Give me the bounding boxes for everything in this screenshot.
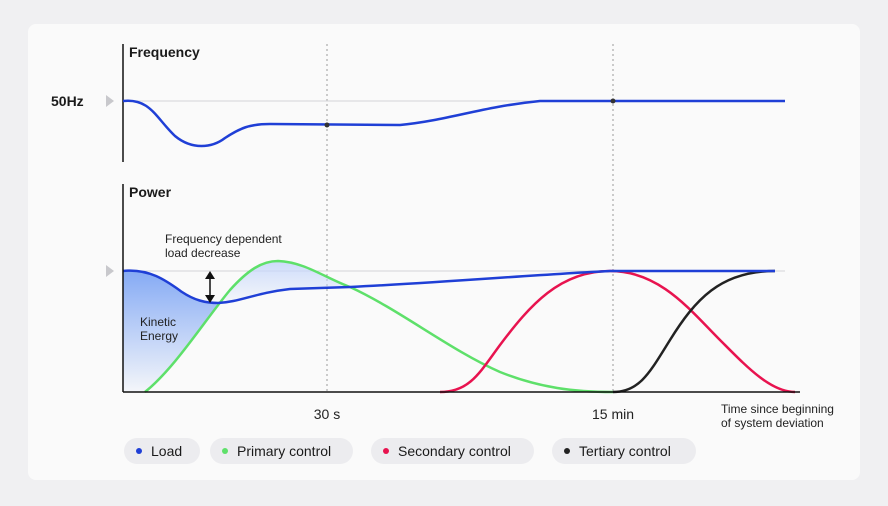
- time-axis-caption-line1: Time since beginning: [721, 402, 834, 416]
- kinetic-energy-label-line2: Energy: [140, 329, 178, 343]
- load-dot-icon: [136, 448, 142, 454]
- load-decrease-label-line2: load decrease: [165, 246, 241, 260]
- load-decrease-arrowhead-down: [205, 295, 215, 303]
- legend-label-tertiary: Tertiary control: [579, 443, 671, 459]
- tertiary-dot-icon: [564, 448, 570, 454]
- load-decrease-label-line1: Frequency dependent: [165, 232, 282, 246]
- legend-item-secondary: Secondary control: [371, 438, 534, 464]
- frequency-point-30s: [324, 122, 330, 128]
- nominal-frequency-label: 50Hz: [51, 93, 84, 109]
- legend-item-tertiary: Tertiary control: [552, 438, 696, 464]
- legend-item-load: Load: [124, 438, 200, 464]
- kinetic-energy-label-line1: Kinetic: [140, 315, 176, 329]
- secondary-dot-icon: [383, 448, 389, 454]
- tick-label-15min: 15 min: [592, 406, 634, 422]
- frequency-curve: [122, 99, 785, 148]
- legend-label-primary: Primary control: [237, 443, 332, 459]
- load-decrease-arrowhead-up: [205, 271, 215, 279]
- nominal-frequency-marker: [106, 95, 114, 107]
- legend-item-primary: Primary control: [210, 438, 353, 464]
- nominal-power-marker: [106, 265, 114, 277]
- load-curve: [122, 269, 775, 305]
- secondary-control-curve: [439, 269, 796, 394]
- tick-label-30s: 30 s: [314, 406, 340, 422]
- frequency-title: Frequency: [129, 44, 200, 60]
- power-title: Power: [129, 184, 172, 200]
- kinetic-energy-area: [123, 270, 218, 392]
- legend-label-load: Load: [151, 443, 183, 459]
- primary-dot-icon: [222, 448, 228, 454]
- legend-label-secondary: Secondary control: [398, 443, 511, 459]
- time-axis-caption-line2: of system deviation: [721, 416, 824, 430]
- primary-control-curve: [144, 259, 614, 394]
- frequency-point-15min: [610, 98, 616, 104]
- tertiary-control-curve: [612, 269, 776, 394]
